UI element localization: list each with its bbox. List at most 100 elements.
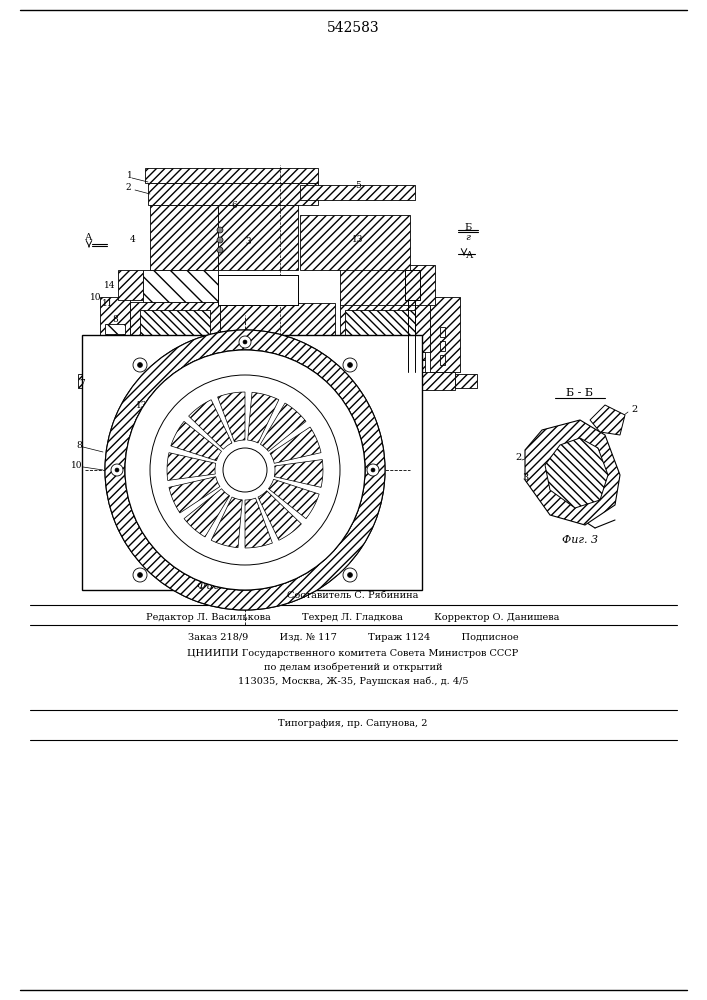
Text: 2: 2	[125, 182, 131, 192]
Text: по делам изобретений и открытий: по делам изобретений и открытий	[264, 662, 443, 672]
Text: 7: 7	[79, 379, 85, 388]
Text: 5: 5	[355, 180, 361, 190]
Bar	[105, 348, 125, 358]
Circle shape	[150, 375, 340, 565]
Text: 7: 7	[327, 456, 333, 464]
Text: А - А: А - А	[298, 388, 322, 397]
Circle shape	[343, 568, 357, 582]
Bar	[100, 297, 130, 372]
Text: 14: 14	[104, 282, 116, 290]
Text: 542583: 542583	[327, 21, 380, 35]
Polygon shape	[105, 330, 245, 610]
Bar	[130, 360, 185, 372]
Text: 6: 6	[317, 481, 323, 489]
Text: 6: 6	[231, 200, 237, 210]
Bar	[105, 336, 125, 346]
Bar	[340, 302, 430, 352]
Text: 13: 13	[352, 235, 363, 244]
Polygon shape	[545, 438, 608, 508]
Text: 9: 9	[210, 388, 216, 397]
Text: Фиг. 1: Фиг. 1	[231, 388, 265, 397]
Circle shape	[371, 468, 375, 472]
Circle shape	[111, 464, 123, 476]
Text: 3: 3	[522, 474, 528, 483]
Bar	[440, 327, 445, 337]
Bar	[430, 297, 460, 372]
Bar	[95, 372, 455, 390]
Text: Заказ 218/9          Изд. № 117          Тираж 1124          Подписное: Заказ 218/9 Изд. № 117 Тираж 1124 Подпис…	[187, 633, 518, 642]
Text: ЦНИИПИ Государственного комитета Совета Министров СССР: ЦНИИПИ Государственного комитета Совета …	[187, 648, 519, 658]
Circle shape	[133, 358, 147, 372]
Text: 10: 10	[90, 292, 102, 302]
Text: 2: 2	[515, 454, 521, 462]
Bar	[140, 310, 210, 350]
Text: 2: 2	[631, 406, 637, 414]
Bar	[78, 374, 100, 388]
Circle shape	[115, 468, 119, 472]
Circle shape	[223, 448, 267, 492]
Bar	[345, 310, 415, 350]
Bar	[150, 205, 218, 270]
Circle shape	[217, 227, 223, 233]
Bar	[118, 270, 143, 300]
Polygon shape	[245, 498, 272, 548]
Bar	[105, 360, 125, 370]
Circle shape	[145, 370, 345, 570]
Text: 3: 3	[245, 237, 251, 246]
Polygon shape	[218, 392, 245, 442]
Bar	[340, 265, 435, 305]
Circle shape	[367, 464, 379, 476]
Bar	[143, 270, 218, 302]
Bar	[148, 183, 318, 205]
Circle shape	[217, 247, 223, 253]
Text: 8: 8	[112, 316, 118, 324]
Bar	[220, 303, 335, 358]
Polygon shape	[189, 400, 232, 449]
Circle shape	[243, 340, 247, 344]
Bar	[130, 302, 220, 352]
Bar	[440, 341, 445, 351]
Polygon shape	[169, 477, 220, 513]
Circle shape	[137, 572, 143, 578]
Polygon shape	[260, 403, 306, 451]
Polygon shape	[525, 420, 620, 525]
Polygon shape	[171, 421, 221, 461]
Circle shape	[348, 572, 353, 578]
Text: Фиг. 2: Фиг. 2	[197, 581, 233, 591]
Bar	[218, 275, 298, 305]
Bar	[300, 185, 415, 200]
Polygon shape	[269, 479, 319, 519]
Bar	[218, 275, 298, 305]
Polygon shape	[270, 427, 321, 463]
Bar	[370, 360, 425, 372]
Bar	[405, 270, 420, 300]
Text: Составитель С. Рябинина: Составитель С. Рябинина	[287, 590, 419, 599]
Text: Фиг. 3: Фиг. 3	[562, 535, 598, 545]
Text: 8: 8	[76, 440, 82, 450]
Text: 3: 3	[337, 430, 343, 440]
Bar	[105, 324, 125, 334]
Text: А: А	[86, 233, 93, 242]
Text: 12: 12	[158, 404, 169, 414]
Bar	[440, 355, 445, 365]
Polygon shape	[247, 392, 279, 443]
Polygon shape	[184, 489, 230, 537]
Text: Типография, пр. Сапунова, 2: Типография, пр. Сапунова, 2	[279, 718, 428, 728]
Circle shape	[343, 358, 357, 372]
Bar	[300, 215, 410, 270]
Polygon shape	[274, 460, 323, 487]
Text: 4: 4	[130, 235, 136, 244]
Circle shape	[125, 350, 365, 590]
Text: Б - Б: Б - Б	[566, 388, 593, 398]
Bar	[455, 374, 477, 388]
Circle shape	[133, 568, 147, 582]
Circle shape	[137, 362, 143, 367]
Bar	[145, 168, 318, 183]
Text: 11: 11	[103, 300, 114, 308]
Text: 1: 1	[127, 170, 133, 180]
Polygon shape	[590, 405, 625, 435]
Circle shape	[239, 336, 251, 348]
Text: 113035, Москва, Ж-35, Раушская наб., д. 4/5: 113035, Москва, Ж-35, Раушская наб., д. …	[238, 676, 468, 686]
Text: г: г	[466, 233, 470, 242]
Polygon shape	[258, 491, 301, 540]
